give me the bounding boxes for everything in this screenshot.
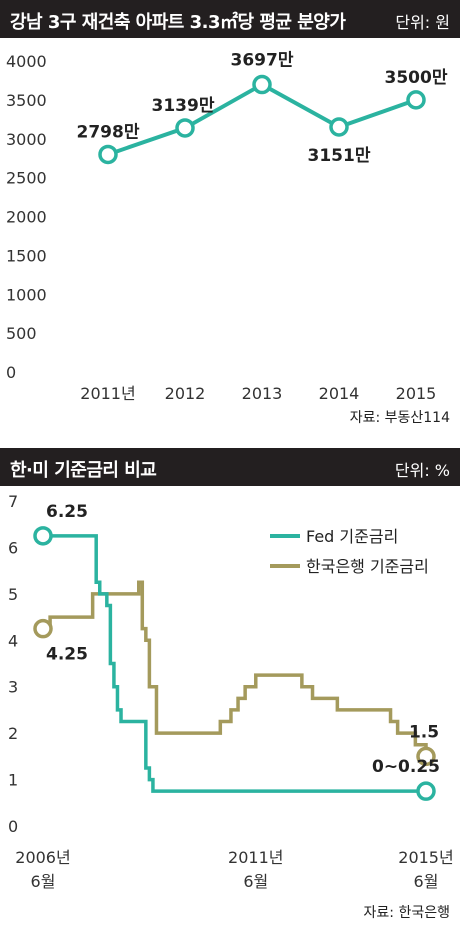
chart1-plot: 0 500 1000 1500 2000 2500 3000 3500 4000 2011년 201… <box>6 51 448 403</box>
data-point <box>175 118 195 138</box>
y-tick-label: 3000 <box>6 130 47 149</box>
bok-endpoint <box>33 618 53 639</box>
y-tick-label: 5 <box>8 585 18 604</box>
y-tick-label: 3 <box>8 678 18 697</box>
y-tick-label: 0 <box>6 363 16 382</box>
y-tick-label: 7 <box>8 492 18 511</box>
chart1-title: 강남 3구 재건축 아파트 3.3㎡당 평균 분양가 <box>10 12 346 33</box>
data-point <box>406 90 426 110</box>
y-tick-label: 500 <box>6 324 37 343</box>
chart2-plot: 0 1 2 3 4 5 6 7 2006년 6월 2011년 6월 2015년 6월 6.25 4.25 0~0… <box>8 492 454 891</box>
y-tick-label: 2000 <box>6 208 47 227</box>
chart2-header: 한·미 기준금리 비교 단위: % <box>0 448 460 486</box>
chart1-unit: 단위: 원 <box>395 13 450 32</box>
legend-label: 한국은행 기준금리 <box>306 557 429 576</box>
y-tick-label: 6 <box>8 538 18 557</box>
fed-start-label: 6.25 <box>46 502 88 522</box>
y-tick-label: 2500 <box>6 169 47 188</box>
x-tick-label: 2013 <box>242 384 283 403</box>
chart1-source: 자료: 부동산114 <box>349 410 450 426</box>
data-point <box>98 144 118 165</box>
y-tick-label: 3500 <box>6 91 47 110</box>
bok-endpoint <box>416 746 436 767</box>
y-tick-label: 4 <box>8 631 18 650</box>
chart2-unit: 단위: % <box>394 461 450 480</box>
x-tick-year: 2011년 <box>228 848 283 867</box>
chart2-source: 자료: 한국은행 <box>363 905 450 921</box>
chart2-title: 한·미 기준금리 비교 <box>10 460 157 481</box>
x-tick-year: 2015년 <box>398 848 453 867</box>
y-tick-label: 0 <box>8 817 18 836</box>
y-tick-label: 4000 <box>6 52 47 71</box>
data-point <box>252 74 272 95</box>
x-tick-month: 6월 <box>414 872 439 891</box>
bok-rate-line <box>43 580 428 757</box>
y-tick-label: 1000 <box>6 285 47 304</box>
y-tick-label: 2 <box>8 724 18 743</box>
data-point <box>329 117 349 137</box>
legend-label: Fed 기준금리 <box>306 527 398 546</box>
data-label: 3139만 <box>152 96 215 116</box>
data-label: 3697만 <box>231 51 294 71</box>
bok-start-label: 4.25 <box>46 645 88 665</box>
data-label: 3151만 <box>308 146 371 166</box>
chart1-header: 강남 3구 재건축 아파트 3.3㎡당 평균 분양가 단위: 원 <box>0 0 460 38</box>
fed-rate-line <box>43 534 426 793</box>
x-tick-label: 2012 <box>165 384 206 403</box>
x-tick-month: 6월 <box>243 872 268 891</box>
fed-endpoint <box>33 526 53 546</box>
x-tick-label: 2015 <box>396 384 437 403</box>
x-tick-label: 2014 <box>319 384 360 403</box>
data-label: 2798만 <box>77 122 140 142</box>
x-tick-label: 2011년 <box>80 384 135 403</box>
x-tick-month: 6월 <box>31 872 56 891</box>
fed-endpoint <box>416 781 436 801</box>
bok-end-label: 1.5 <box>409 722 439 742</box>
y-tick-label: 1 <box>8 771 18 790</box>
fed-end-label: 0~0.25 <box>372 757 440 777</box>
y-tick-label: 1500 <box>6 246 47 265</box>
x-tick-year: 2006년 <box>15 848 70 867</box>
data-label: 3500만 <box>385 68 448 88</box>
